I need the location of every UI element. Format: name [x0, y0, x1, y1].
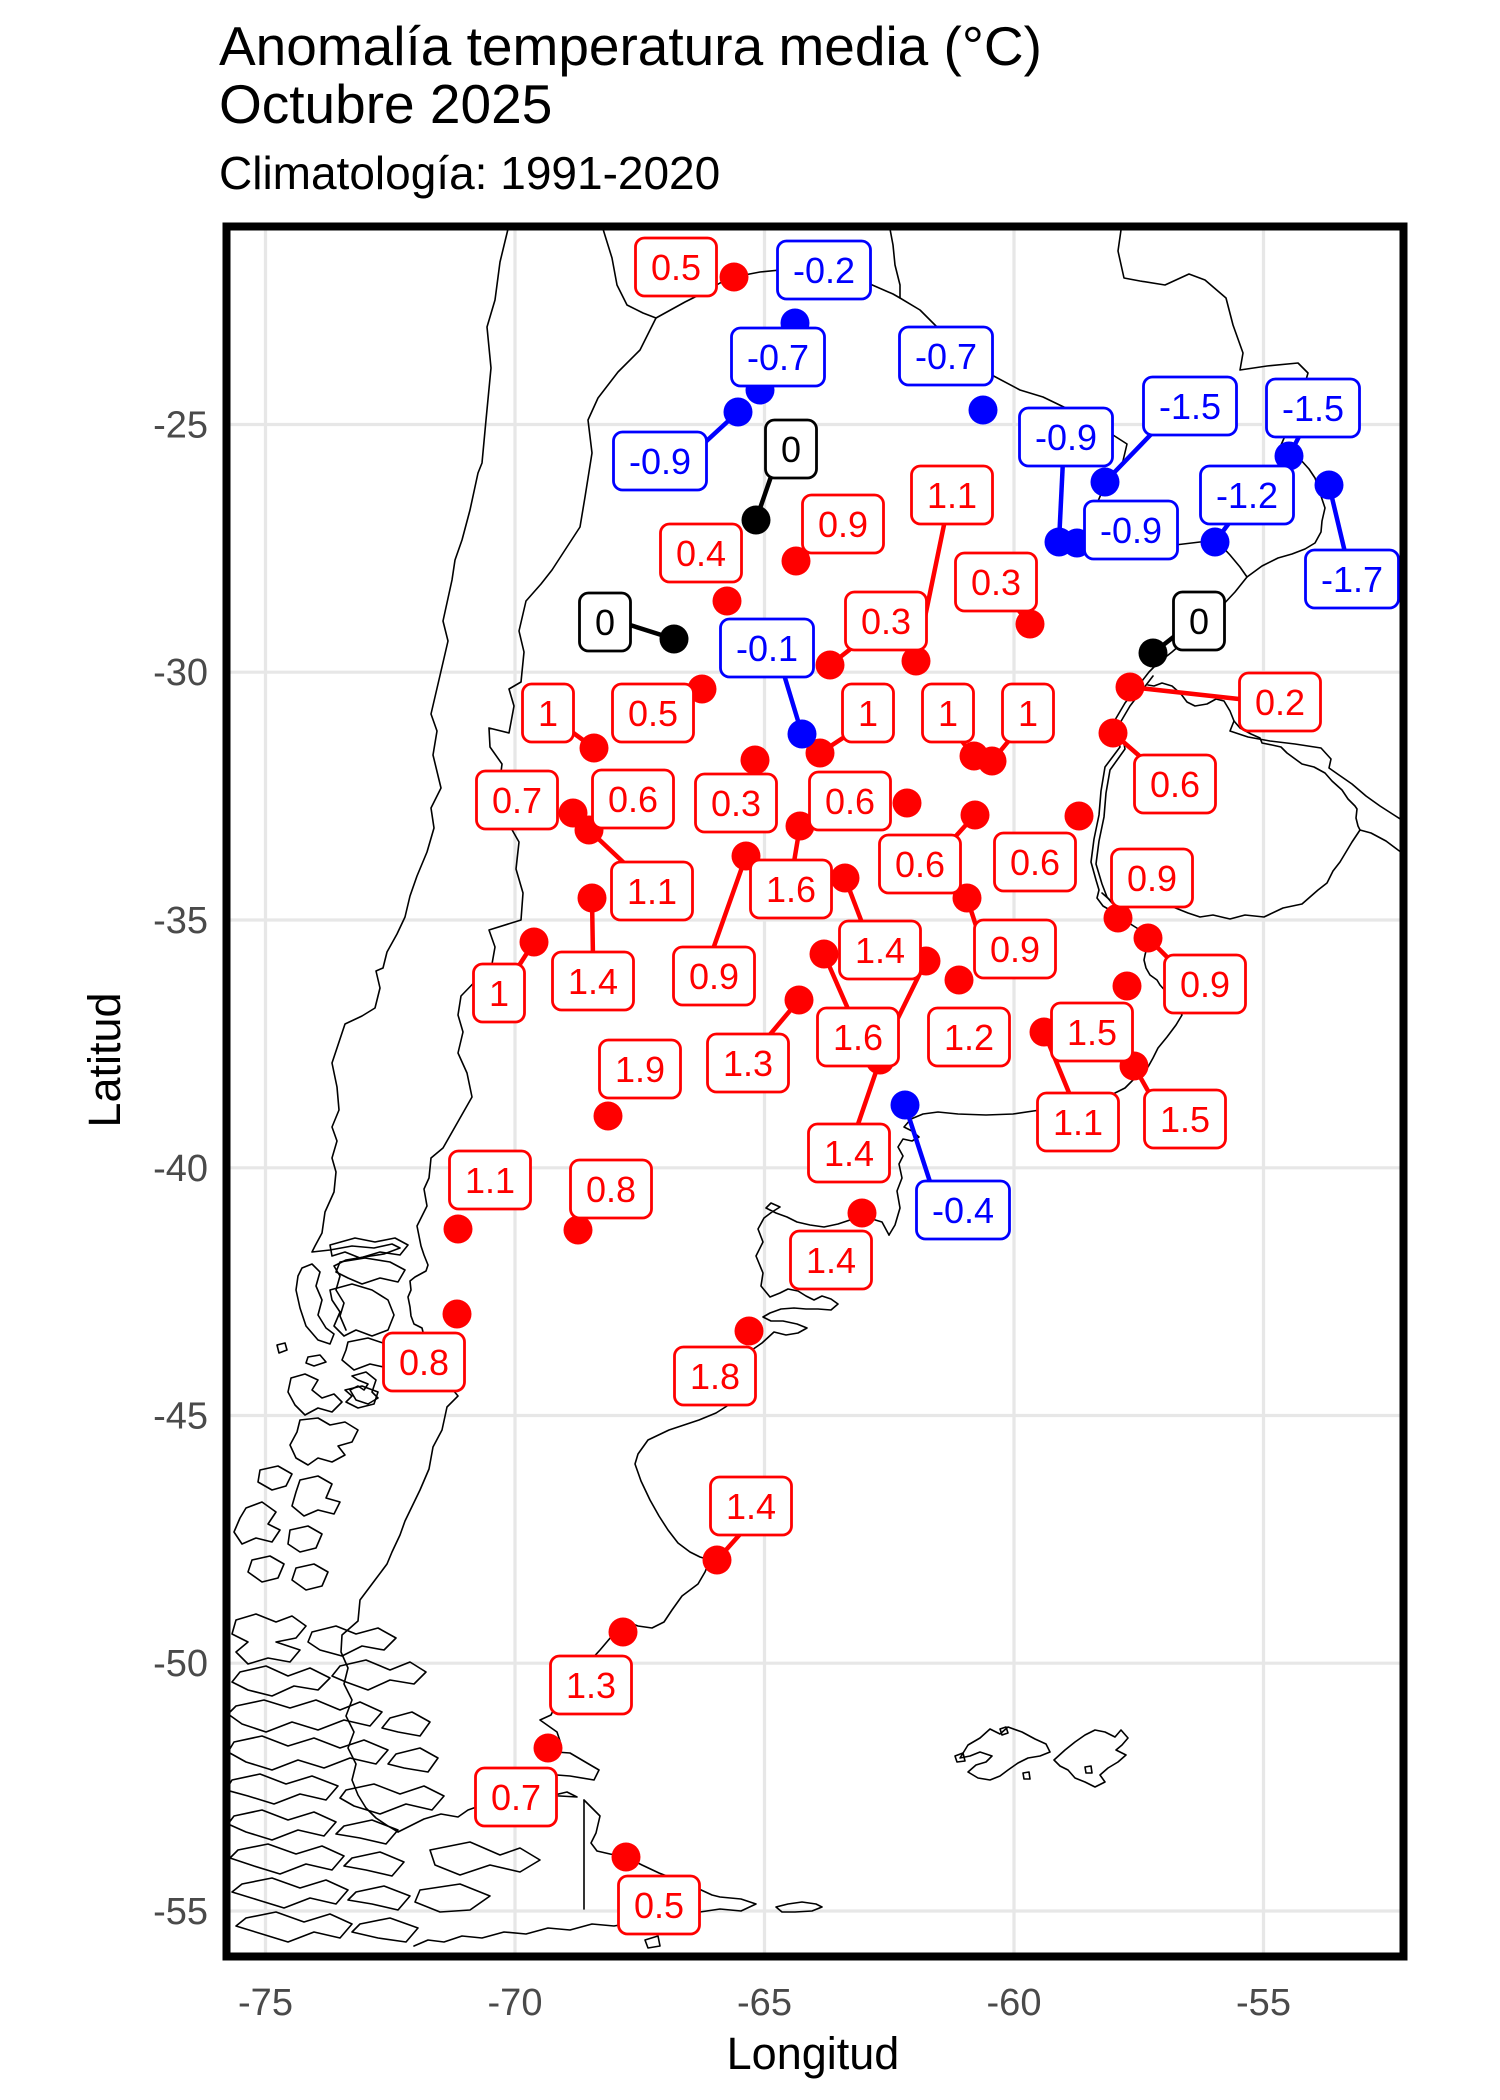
svg-text:0.8: 0.8 — [586, 1169, 636, 1210]
svg-text:0.5: 0.5 — [651, 247, 701, 288]
svg-text:0.9: 0.9 — [689, 956, 739, 997]
svg-text:1.3: 1.3 — [723, 1043, 773, 1084]
svg-text:-0.4: -0.4 — [932, 1190, 994, 1231]
svg-text:1.5: 1.5 — [1160, 1099, 1210, 1140]
svg-text:1.1: 1.1 — [1053, 1102, 1103, 1143]
svg-text:-70: -70 — [488, 1982, 543, 2024]
svg-text:-0.9: -0.9 — [629, 441, 691, 482]
svg-text:0.5: 0.5 — [628, 693, 678, 734]
svg-text:0.5: 0.5 — [634, 1885, 684, 1926]
svg-text:1.9: 1.9 — [615, 1049, 665, 1090]
svg-text:-0.7: -0.7 — [747, 337, 809, 378]
svg-text:Climatología: 1991-2020: Climatología: 1991-2020 — [219, 147, 720, 199]
svg-text:1: 1 — [858, 693, 878, 734]
svg-text:-30: -30 — [153, 652, 208, 694]
svg-text:1: 1 — [938, 693, 958, 734]
svg-text:Longitud: Longitud — [727, 2028, 900, 2079]
svg-text:1.2: 1.2 — [944, 1017, 994, 1058]
svg-text:1.1: 1.1 — [465, 1160, 515, 1201]
svg-text:0.6: 0.6 — [1150, 764, 1200, 805]
svg-text:0: 0 — [1189, 601, 1209, 642]
svg-text:1.1: 1.1 — [927, 475, 977, 516]
svg-text:-0.1: -0.1 — [736, 628, 798, 669]
svg-text:1.8: 1.8 — [690, 1356, 740, 1397]
svg-text:0.8: 0.8 — [399, 1342, 449, 1383]
svg-text:-1.7: -1.7 — [1321, 559, 1383, 600]
svg-text:-60: -60 — [987, 1982, 1042, 2024]
svg-text:-55: -55 — [1236, 1982, 1291, 2024]
svg-text:-50: -50 — [153, 1643, 208, 1685]
svg-text:1.4: 1.4 — [726, 1486, 776, 1527]
svg-text:0.6: 0.6 — [608, 779, 658, 820]
svg-text:0.4: 0.4 — [676, 533, 726, 574]
svg-text:0.7: 0.7 — [491, 1777, 541, 1818]
svg-text:-65: -65 — [737, 1982, 792, 2024]
svg-text:0.2: 0.2 — [1255, 682, 1305, 723]
svg-text:-0.9: -0.9 — [1100, 510, 1162, 551]
svg-text:0.3: 0.3 — [711, 783, 761, 824]
svg-text:-55: -55 — [153, 1891, 208, 1933]
svg-text:0.6: 0.6 — [1010, 842, 1060, 883]
svg-text:-0.9: -0.9 — [1035, 417, 1097, 458]
svg-text:0.9: 0.9 — [1127, 858, 1177, 899]
svg-text:1: 1 — [1018, 693, 1038, 734]
svg-text:1.4: 1.4 — [568, 961, 618, 1002]
svg-text:1.1: 1.1 — [627, 871, 677, 912]
svg-text:-75: -75 — [238, 1982, 293, 2024]
svg-text:1: 1 — [489, 973, 509, 1014]
svg-text:0.9: 0.9 — [990, 929, 1040, 970]
svg-text:1.4: 1.4 — [855, 930, 905, 971]
svg-text:-35: -35 — [153, 900, 208, 942]
svg-text:1.6: 1.6 — [833, 1017, 883, 1058]
svg-text:0: 0 — [781, 429, 801, 470]
svg-text:-1.5: -1.5 — [1159, 386, 1221, 427]
svg-text:-45: -45 — [153, 1396, 208, 1438]
svg-text:0.9: 0.9 — [818, 504, 868, 545]
svg-text:1.4: 1.4 — [824, 1133, 874, 1174]
svg-text:0: 0 — [595, 602, 615, 643]
svg-text:Latitud: Latitud — [79, 992, 130, 1127]
svg-text:Anomalía temperatura media (°C: Anomalía temperatura media (°C) — [219, 15, 1042, 77]
svg-text:0.7: 0.7 — [492, 780, 542, 821]
svg-text:1: 1 — [538, 693, 558, 734]
svg-text:-1.2: -1.2 — [1216, 475, 1278, 516]
svg-text:1.6: 1.6 — [766, 869, 816, 910]
svg-text:-40: -40 — [153, 1148, 208, 1190]
svg-text:Octubre 2025: Octubre 2025 — [219, 73, 552, 135]
svg-text:-25: -25 — [153, 405, 208, 447]
svg-text:0.6: 0.6 — [825, 781, 875, 822]
svg-text:1.4: 1.4 — [806, 1240, 856, 1281]
svg-text:-0.7: -0.7 — [915, 336, 977, 377]
svg-text:-0.2: -0.2 — [793, 250, 855, 291]
svg-text:0.3: 0.3 — [861, 601, 911, 642]
svg-text:0.3: 0.3 — [971, 562, 1021, 603]
svg-text:-1.5: -1.5 — [1282, 388, 1344, 429]
svg-text:1.3: 1.3 — [566, 1665, 616, 1706]
svg-text:0.9: 0.9 — [1180, 964, 1230, 1005]
svg-text:1.5: 1.5 — [1067, 1012, 1117, 1053]
svg-text:0.6: 0.6 — [895, 844, 945, 885]
